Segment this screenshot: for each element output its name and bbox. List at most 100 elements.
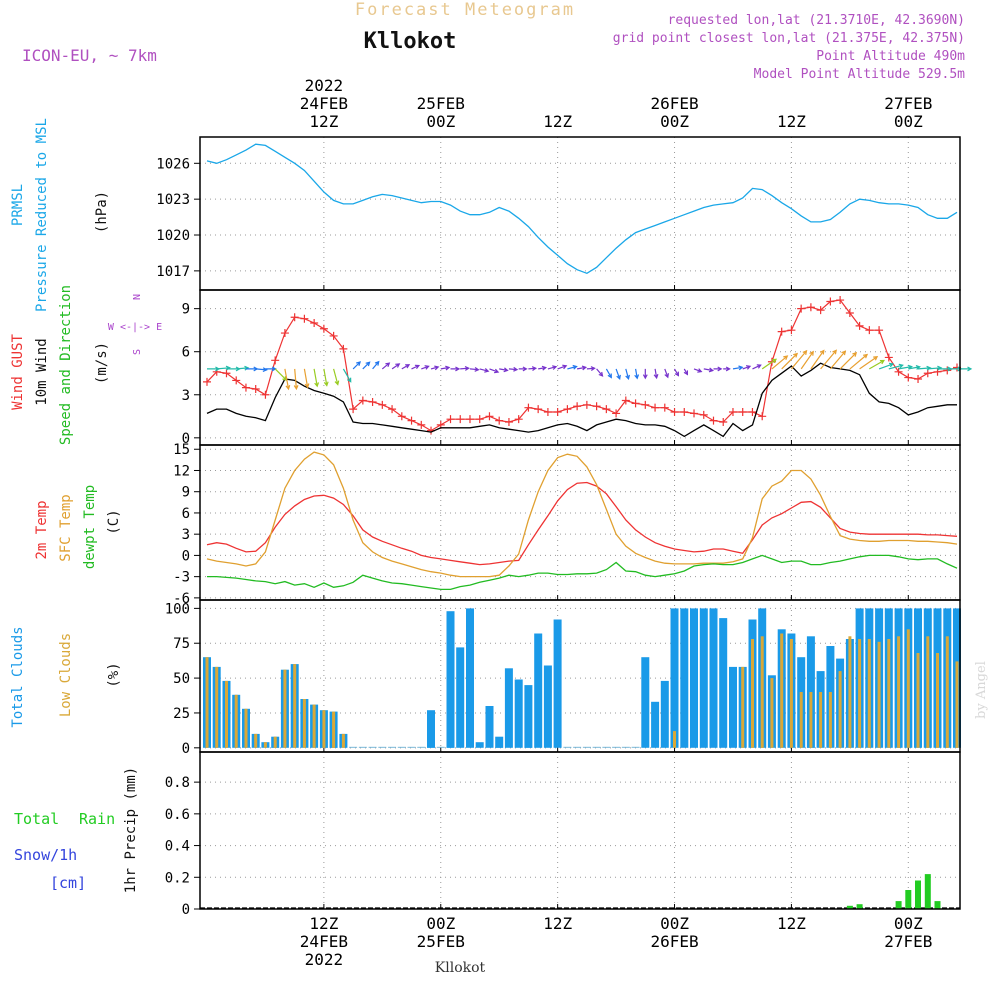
wind-direction-arrow bbox=[421, 365, 430, 370]
wind-direction-arrow bbox=[790, 349, 808, 370]
top-time-label: 24FEB bbox=[300, 94, 348, 113]
cloud-bar-total bbox=[709, 608, 718, 748]
info-point-altitude: Point Altitude 490m bbox=[816, 49, 965, 64]
cloud-bar-total bbox=[670, 608, 679, 748]
cloud-bar-total bbox=[631, 746, 640, 748]
gust-point bbox=[738, 407, 747, 416]
y-tick-label: -6 bbox=[173, 591, 190, 607]
cloud-bar-total bbox=[660, 680, 669, 748]
precip-label-rain: Rain bbox=[79, 810, 115, 828]
cloud-bar-low bbox=[926, 636, 930, 748]
bottom-time-label: 12Z bbox=[543, 914, 572, 933]
wind-direction-arrow bbox=[362, 361, 371, 370]
wind-direction-arrow bbox=[653, 368, 659, 380]
precip-label-cm: [cm] bbox=[50, 874, 86, 892]
wind-direction-arrow bbox=[781, 352, 799, 370]
gust-point bbox=[504, 418, 513, 427]
y-tick-label: 3 bbox=[182, 388, 190, 404]
gust-point bbox=[465, 415, 474, 424]
y-tick-label: 0 bbox=[182, 548, 190, 564]
cloud-bar-total bbox=[680, 608, 689, 748]
temp-label-dewpt: dewpt Temp bbox=[82, 485, 98, 569]
y-tick-label: 9 bbox=[182, 302, 190, 318]
gust-point bbox=[407, 416, 416, 425]
y-tick-label: 0 bbox=[182, 741, 190, 757]
wind-direction-arrow bbox=[557, 364, 568, 370]
wind-direction-arrow bbox=[460, 366, 470, 371]
wind-direction-arrow bbox=[323, 368, 329, 387]
cloud-bar-low bbox=[341, 733, 345, 748]
gust-point bbox=[397, 412, 406, 421]
gust-point bbox=[300, 314, 309, 323]
cloud-bar-total bbox=[427, 710, 435, 748]
cloud-bar-low bbox=[780, 633, 784, 748]
top-time-label: 2022 bbox=[305, 76, 344, 95]
cloud-bar-low bbox=[828, 692, 832, 748]
top-time-label: 00Z bbox=[426, 112, 455, 131]
info-gridpoint: grid point closest lon,lat (21.375E, 42.… bbox=[613, 31, 965, 46]
gust-point bbox=[660, 403, 669, 412]
y-tick-label: 0 bbox=[182, 431, 190, 447]
wind-labels: Wind GUST 10m Wind Speed and Direction (… bbox=[10, 285, 162, 445]
gust-point bbox=[865, 326, 874, 335]
top-time-label: 12Z bbox=[543, 112, 572, 131]
gust-point bbox=[222, 369, 231, 378]
cloud-bar-total bbox=[534, 633, 543, 748]
cloud-bar-total bbox=[651, 701, 660, 748]
cloud-bar-total bbox=[407, 746, 416, 748]
gust-point bbox=[670, 407, 679, 416]
cloud-bar-low bbox=[312, 704, 316, 748]
wind-direction-arrow bbox=[293, 368, 299, 391]
series-t2m bbox=[206, 481, 958, 566]
cloud-labels: Total Clouds Low Clouds (%) bbox=[10, 626, 122, 727]
series-dewpt bbox=[207, 554, 958, 591]
y-tick-label: 75 bbox=[173, 636, 190, 652]
series-prmsl bbox=[206, 143, 958, 275]
gust-point bbox=[690, 409, 699, 418]
bottom-time-label: 25FEB bbox=[417, 932, 465, 951]
model-label: ICON-EU, ~ 7km bbox=[22, 46, 157, 65]
precip-label-total: Total bbox=[14, 810, 59, 828]
wind-direction-arrow bbox=[538, 365, 548, 371]
cloud-bar-low bbox=[789, 639, 793, 748]
cloud-bar-low bbox=[867, 639, 871, 748]
cloud-bar-low bbox=[955, 661, 959, 748]
precip-label-snow: Snow/1h bbox=[14, 846, 77, 864]
cloud-bar-total bbox=[397, 746, 406, 748]
cloud-label-total: Total Clouds bbox=[10, 626, 26, 727]
cloud-bar-low bbox=[254, 733, 258, 748]
gust-point bbox=[241, 383, 250, 392]
cloud-bar-low bbox=[877, 641, 881, 748]
cloud-bar-low bbox=[770, 678, 774, 748]
cloud-bar-total bbox=[612, 746, 621, 748]
gust-point bbox=[914, 374, 923, 383]
gust-point bbox=[261, 390, 270, 399]
y-tick-label: 12 bbox=[173, 463, 190, 479]
gust-point bbox=[709, 416, 718, 425]
y-tick-label: 0.4 bbox=[165, 839, 190, 855]
cloud-bar-total bbox=[456, 647, 465, 748]
pressure-panel: 1017 1020 1023 1026 bbox=[156, 136, 961, 291]
cloud-bar-total bbox=[729, 666, 737, 748]
y-tick-label: -3 bbox=[173, 570, 190, 586]
bottom-time-label: 2022 bbox=[305, 950, 344, 969]
wind-direction-arrow bbox=[693, 368, 703, 373]
bottom-time-label: 26FEB bbox=[650, 932, 698, 951]
series-wind10m bbox=[206, 362, 957, 438]
cloud-bar-total bbox=[582, 746, 591, 748]
gust-point bbox=[329, 331, 338, 340]
wind-direction-arrow bbox=[528, 366, 538, 371]
cloud-bar-low bbox=[936, 653, 939, 748]
temperature-panel: -6 -3 0 3 6 9 12 15 bbox=[173, 442, 961, 607]
wind-direction-arrow bbox=[713, 366, 723, 372]
gust-point bbox=[310, 319, 319, 328]
wind-direction-arrow bbox=[615, 368, 621, 380]
y-tick-label: 25 bbox=[173, 706, 190, 722]
cloud-bar-total bbox=[495, 736, 504, 748]
wind-label-gust: Wind GUST bbox=[10, 334, 26, 410]
gust-point bbox=[573, 402, 582, 411]
wind-direction-arrow bbox=[664, 368, 669, 379]
cloud-bar-total bbox=[485, 706, 494, 748]
pressure-label-prmsl: PRMSL bbox=[10, 184, 26, 226]
cloud-bar-low bbox=[799, 692, 803, 748]
